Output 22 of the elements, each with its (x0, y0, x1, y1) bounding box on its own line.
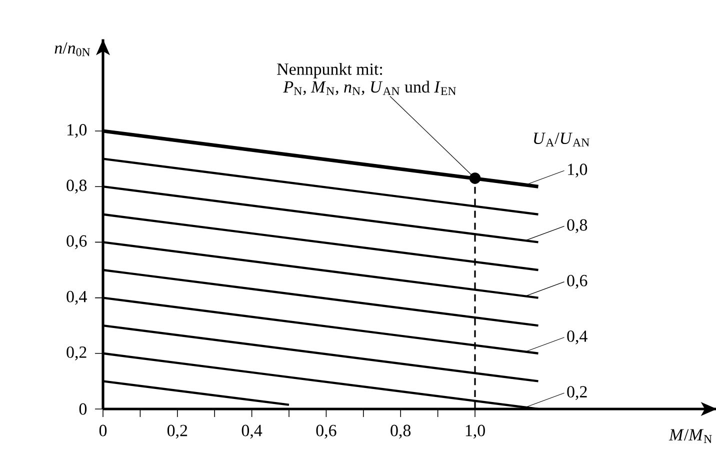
text: P$_{N}$, M$_{N}$, n$_{N}$, U$_{AN}$ und I$_{EN}$ (283, 80, 456, 96)
x-axis-title: M/M$_{N}$ (668, 429, 712, 443)
annotation: Nennpunkt mit: (277, 62, 382, 78)
x-tick-label: 0 (99, 424, 107, 436)
x-tick-label: 0,2 (167, 424, 188, 439)
legend-title: U$_{A}$/U$_{AN}$ (534, 132, 590, 146)
x-tick-label: 1,0 (466, 424, 485, 439)
x-tick-label: 0,4 (242, 424, 262, 439)
y-tick-label: 0,2 (66, 346, 86, 360)
y-tick-label: 0,6 (66, 235, 87, 250)
legend-label: 0,4 (567, 330, 588, 344)
legend-label: 0,2 (567, 386, 587, 400)
legend-label: 0,6 (567, 274, 588, 289)
legend-label: 1,0 (568, 164, 588, 178)
y-tick-label: 0 (79, 403, 87, 415)
y-tick-label: 0,4 (66, 290, 87, 305)
y-tick-label: 0,8 (66, 180, 87, 194)
legend-label: 0,8 (567, 219, 588, 234)
x-tick-label: 0,6 (316, 424, 336, 439)
y-axis-title: n/n$_{0N}$ (54, 42, 90, 56)
y-tick-label: 1,0 (68, 124, 87, 138)
x-tick-label: 0,8 (390, 424, 411, 439)
